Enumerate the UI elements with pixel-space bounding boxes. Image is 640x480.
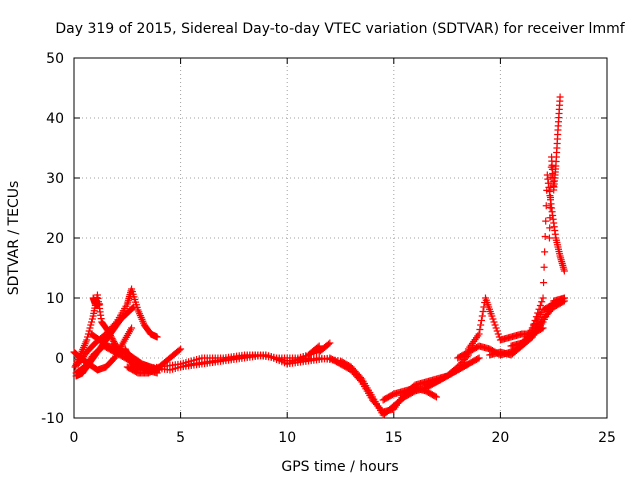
data-points	[70, 93, 568, 419]
chart-title: Day 319 of 2015, Sidereal Day-to-day VTE…	[55, 21, 625, 37]
data-point	[546, 214, 554, 222]
x-tick-label: 0	[70, 430, 79, 446]
y-tick-label: -10	[41, 411, 64, 427]
data-point	[88, 318, 96, 326]
data-point	[128, 324, 136, 332]
data-point	[494, 330, 502, 338]
data-point	[111, 320, 119, 327]
y-tick-label: 10	[46, 291, 64, 307]
data-point	[96, 300, 104, 308]
data-point	[153, 333, 161, 341]
y-tick-label: 40	[46, 111, 64, 127]
y-tick-label: 20	[46, 231, 64, 247]
y-tick-labels: -10 0 10 20 30 40 50	[41, 51, 64, 427]
data-point	[177, 345, 185, 353]
data-point	[545, 234, 553, 242]
data-point	[490, 318, 498, 326]
data-point	[491, 321, 499, 329]
data-point	[531, 317, 539, 324]
data-point	[488, 312, 496, 320]
data-point	[559, 298, 567, 306]
data-point	[431, 392, 439, 400]
data-point	[476, 326, 484, 333]
data-point	[84, 333, 92, 341]
data-point	[493, 327, 501, 335]
data-point	[109, 336, 117, 344]
data-point	[475, 330, 483, 338]
data-point	[356, 374, 364, 381]
data-point	[546, 204, 554, 212]
series-track-15	[379, 384, 440, 404]
data-point	[541, 233, 549, 240]
x-tick-label: 15	[385, 430, 403, 446]
data-point	[542, 202, 550, 210]
x-tick-label: 20	[491, 430, 509, 446]
series-track-19	[486, 294, 568, 359]
data-point	[546, 224, 554, 232]
x-tick-labels: 0 5 10 15 20 25	[70, 430, 616, 446]
data-point	[542, 217, 550, 225]
data-point	[175, 346, 183, 354]
data-point	[477, 317, 485, 324]
data-point	[71, 363, 79, 371]
data-point	[315, 342, 323, 350]
x-tick-label: 10	[278, 430, 296, 446]
data-point	[536, 302, 544, 309]
y-tick-label: 0	[55, 351, 64, 367]
data-point	[314, 343, 322, 351]
data-point	[534, 309, 542, 317]
series-track-16	[422, 360, 472, 389]
data-point	[478, 312, 486, 320]
data-point	[479, 308, 487, 315]
series-track-8	[89, 294, 104, 308]
grid-lines	[74, 58, 607, 418]
data-point	[463, 361, 471, 369]
data-point	[128, 305, 136, 312]
data-point	[474, 355, 482, 363]
x-tick-label: 5	[176, 430, 185, 446]
y-axis-label: SDTVAR / TECUs	[6, 181, 22, 296]
data-point	[87, 321, 95, 329]
x-axis-label: GPS time / hours	[281, 459, 398, 475]
data-point	[475, 354, 483, 362]
data-point	[539, 294, 547, 302]
data-point	[88, 315, 96, 323]
series-track-21	[545, 93, 564, 242]
data-point	[326, 339, 334, 347]
data-point	[464, 360, 472, 368]
data-point	[560, 267, 568, 275]
series-track-22	[507, 297, 568, 350]
data-point	[489, 315, 497, 323]
data-point	[556, 93, 564, 101]
data-point	[540, 279, 548, 287]
data-point	[560, 297, 568, 305]
data-point	[477, 321, 485, 329]
data-point	[86, 324, 94, 332]
data-point	[325, 340, 333, 348]
data-point	[540, 263, 548, 271]
axis-ticks	[73, 57, 608, 419]
data-point	[532, 313, 540, 321]
data-point	[541, 248, 549, 256]
data-point	[432, 393, 440, 401]
data-point	[547, 194, 555, 201]
data-point	[83, 336, 91, 344]
x-tick-label: 25	[598, 430, 616, 446]
series-track-14	[294, 354, 483, 419]
data-point	[492, 324, 500, 332]
data-point	[535, 305, 543, 313]
y-tick-label: 30	[46, 171, 64, 187]
y-tick-label: 50	[46, 51, 64, 67]
data-point	[538, 298, 546, 306]
